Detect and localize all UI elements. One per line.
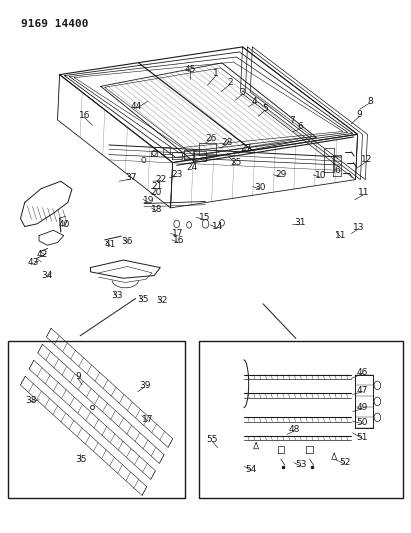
Text: 10: 10 (315, 172, 326, 180)
Text: 47: 47 (357, 386, 368, 394)
Text: 11: 11 (335, 231, 347, 240)
Text: 22: 22 (155, 175, 166, 183)
Text: 11: 11 (358, 189, 369, 197)
Text: 37: 37 (125, 173, 136, 182)
Text: 1: 1 (213, 69, 219, 78)
Text: 40: 40 (59, 221, 70, 229)
Text: 36: 36 (122, 237, 133, 246)
Text: 17: 17 (142, 415, 154, 424)
Text: 2: 2 (227, 78, 233, 87)
Text: 35: 35 (76, 455, 87, 464)
Text: 38: 38 (25, 396, 37, 405)
Text: 34: 34 (42, 271, 53, 280)
Text: 42: 42 (36, 251, 48, 259)
Text: 13: 13 (353, 223, 365, 231)
Text: 8: 8 (367, 97, 373, 106)
Text: 12: 12 (361, 156, 372, 164)
Text: 46: 46 (357, 368, 368, 376)
Text: 45: 45 (184, 65, 196, 74)
Text: 28: 28 (222, 139, 233, 147)
Text: 48: 48 (288, 425, 300, 434)
Text: 50: 50 (357, 418, 368, 426)
Bar (199, 341, 403, 498)
Text: 52: 52 (339, 458, 351, 467)
Text: 6: 6 (297, 123, 303, 131)
Text: 39: 39 (139, 381, 150, 390)
Text: 6: 6 (334, 166, 340, 175)
Text: 44: 44 (131, 102, 142, 111)
Text: 18: 18 (151, 205, 163, 214)
Text: 35: 35 (137, 295, 149, 304)
Text: 27: 27 (240, 144, 252, 152)
Text: 24: 24 (187, 164, 198, 172)
Text: 7: 7 (289, 117, 295, 125)
Text: 30: 30 (254, 183, 266, 192)
Text: 31: 31 (294, 218, 306, 227)
Text: 3: 3 (240, 88, 245, 97)
Text: 53: 53 (296, 461, 307, 469)
Text: 26: 26 (205, 134, 217, 142)
Text: 16: 16 (79, 111, 90, 119)
Text: 25: 25 (231, 158, 242, 167)
Text: 9: 9 (75, 373, 81, 381)
Text: 21: 21 (152, 182, 163, 191)
Text: 15: 15 (199, 214, 210, 222)
Text: 9169 14400: 9169 14400 (21, 19, 88, 29)
Text: 17: 17 (172, 230, 183, 238)
Text: 20: 20 (150, 189, 162, 197)
Text: 29: 29 (276, 171, 287, 179)
Text: 54: 54 (245, 465, 256, 473)
Text: 14: 14 (212, 222, 224, 231)
Text: 33: 33 (111, 292, 123, 300)
Text: 4: 4 (252, 97, 258, 106)
Bar (8, 341, 185, 498)
Text: 19: 19 (143, 197, 155, 205)
Text: 5: 5 (262, 104, 268, 113)
Text: 32: 32 (157, 296, 168, 305)
Text: 55: 55 (206, 435, 218, 444)
Text: 16: 16 (173, 237, 185, 245)
Text: 23: 23 (171, 171, 182, 179)
Text: 49: 49 (357, 403, 368, 411)
Text: 43: 43 (28, 258, 39, 266)
Text: 9: 9 (357, 110, 363, 118)
Text: 41: 41 (104, 240, 116, 248)
Text: 51: 51 (357, 433, 368, 441)
